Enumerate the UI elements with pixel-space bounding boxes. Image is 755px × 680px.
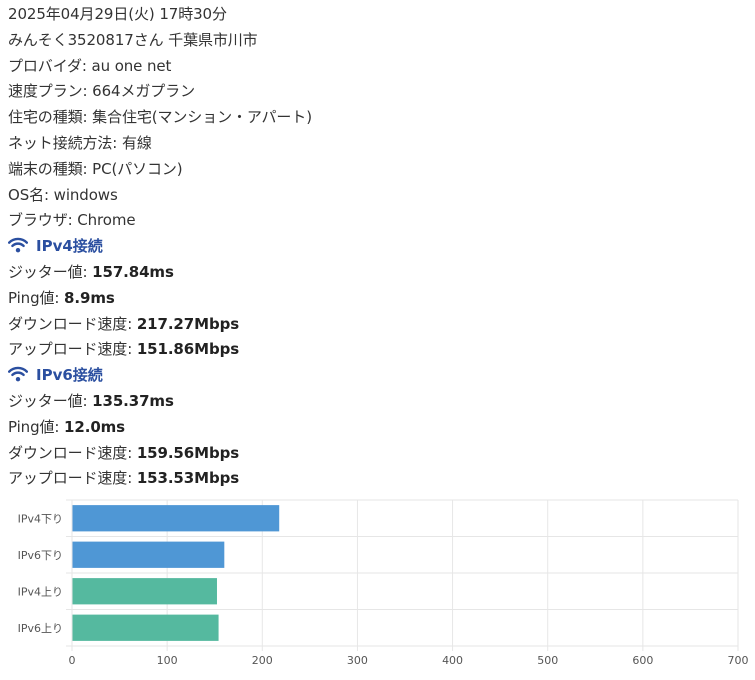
ipv4-jitter-row: ジッター値: 157.84ms — [8, 260, 748, 286]
x-tick-label: 100 — [157, 654, 178, 667]
x-tick-label: 300 — [347, 654, 368, 667]
x-tick-label: 200 — [252, 654, 273, 667]
device-row: 端末の種類: PC(パソコン) — [8, 157, 748, 183]
speed-plan-row: 速度プラン: 664メガプラン — [8, 79, 748, 105]
ipv4-upload-row: アップロード速度: 151.86Mbps — [8, 337, 748, 363]
ipv6-ping-value: 12.0ms — [64, 417, 126, 436]
ipv4-ping-label: Ping値: — [8, 288, 60, 307]
browser-row: ブラウザ: Chrome — [8, 208, 748, 234]
os-row: OS名: windows — [8, 183, 748, 209]
ipv4-download-value: 217.27Mbps — [136, 314, 240, 333]
ipv6-heading-text: IPv6接続 — [36, 366, 103, 385]
connection-value: 有線 — [121, 133, 152, 152]
ipv6-jitter-value: 135.37ms — [92, 391, 174, 410]
connection-row: ネット接続方法: 有線 — [8, 131, 748, 157]
housing-value: 集合住宅(マンション・アパート) — [92, 108, 312, 127]
category-label: IPv4上り — [18, 585, 63, 598]
bar — [72, 578, 217, 605]
ipv6-heading: IPv6接続 — [8, 363, 748, 389]
ipv6-upload-value: 153.53Mbps — [136, 469, 240, 488]
speed-test-info: 2025年04月29日(火) 17時30分 みんそく3520817さん 千葉県市… — [8, 2, 748, 492]
ipv4-download-row: ダウンロード速度: 217.27Mbps — [8, 312, 748, 338]
provider-value: au one net — [91, 56, 172, 75]
bar — [72, 614, 219, 641]
speed-bar-chart: 0 100 200 300 400 500 600 700 IPv4下り IPv6下り IPv4上り… — [18, 499, 749, 667]
speed-plan-label: 速度プラン: — [8, 82, 88, 101]
wifi-icon — [8, 237, 28, 253]
ipv6-ping-label: Ping値: — [8, 417, 60, 436]
wifi-icon — [8, 366, 28, 382]
ipv6-jitter-label: ジッター値: — [8, 391, 88, 410]
ipv6-ping-row: Ping値: 12.0ms — [8, 415, 748, 441]
x-tick-label: 700 — [728, 654, 749, 667]
ipv4-upload-label: アップロード速度: — [8, 340, 133, 359]
category-label: IPv6下り — [18, 549, 63, 562]
ipv6-upload-label: アップロード速度: — [8, 469, 133, 488]
ipv4-ping-row: Ping値: 8.9ms — [8, 286, 748, 312]
x-tick-label: 400 — [442, 654, 463, 667]
ipv6-jitter-row: ジッター値: 135.37ms — [8, 389, 748, 415]
bar — [72, 505, 280, 532]
housing-row: 住宅の種類: 集合住宅(マンション・アパート) — [8, 105, 748, 131]
ipv6-upload-row: アップロード速度: 153.53Mbps — [8, 466, 748, 492]
ipv4-jitter-value: 157.84ms — [92, 262, 174, 281]
ipv4-download-label: ダウンロード速度: — [8, 314, 133, 333]
ipv4-jitter-label: ジッター値: — [8, 262, 88, 281]
device-value: PC(パソコン) — [92, 159, 183, 178]
ipv4-heading: IPv4接続 — [8, 234, 748, 260]
browser-value: Chrome — [77, 211, 136, 230]
provider-label: プロバイダ: — [8, 56, 87, 75]
user-location: みんそく3520817さん 千葉県市川市 — [8, 30, 258, 49]
ipv4-upload-value: 151.86Mbps — [136, 340, 240, 359]
ipv4-heading-text: IPv4接続 — [36, 237, 103, 256]
os-label: OS名: — [8, 185, 49, 204]
browser-label: ブラウザ: — [8, 211, 73, 230]
device-label: 端末の種類: — [8, 159, 88, 178]
category-label: IPv6上り — [18, 622, 63, 635]
os-value: windows — [53, 185, 118, 204]
connection-label: ネット接続方法: — [8, 133, 118, 152]
x-tick-label: 500 — [537, 654, 558, 667]
provider-row: プロバイダ: au one net — [8, 54, 748, 80]
x-tick-label: 0 — [69, 654, 76, 667]
category-label: IPv4下り — [18, 512, 63, 525]
ipv6-download-value: 159.56Mbps — [136, 443, 240, 462]
housing-label: 住宅の種類: — [8, 108, 88, 127]
ipv6-download-label: ダウンロード速度: — [8, 443, 133, 462]
x-tick-label: 600 — [632, 654, 653, 667]
bar — [72, 541, 225, 568]
ipv6-download-row: ダウンロード速度: 159.56Mbps — [8, 441, 748, 467]
ipv4-ping-value: 8.9ms — [64, 288, 115, 307]
measurement-datetime: 2025年04月29日(火) 17時30分 — [8, 5, 227, 23]
speed-plan-value: 664メガプラン — [92, 82, 195, 101]
